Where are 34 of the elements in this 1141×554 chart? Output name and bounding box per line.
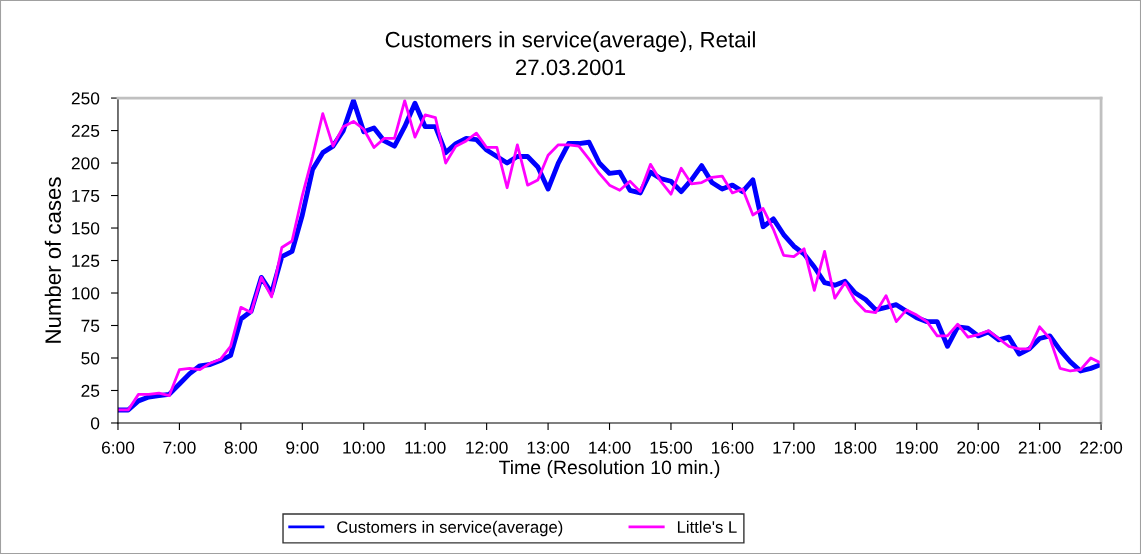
x-tick-label: 22:00 <box>1080 441 1123 454</box>
y-tick-label: 175 <box>72 189 100 202</box>
x-tick-label: 9:00 <box>286 441 319 454</box>
y-tick-label: 100 <box>72 287 100 300</box>
chart-title: Customers in service(average), Retail <box>385 31 755 52</box>
y-tick-label: 225 <box>71 124 100 138</box>
x-tick-label: 16:00 <box>712 441 754 454</box>
y-tick-label: 200 <box>71 157 100 170</box>
x-tick-label: 20:00 <box>957 441 1000 454</box>
legend-label: Customers in service(average) <box>337 520 563 537</box>
x-tick-label: 10:00 <box>343 441 385 454</box>
x-tick-label: 21:00 <box>1018 441 1061 454</box>
y-axis-title: Number of cases <box>44 177 62 343</box>
y-tick-label: 75 <box>81 319 100 332</box>
x-tick-label: 11:00 <box>405 441 446 454</box>
y-tick-label: 150 <box>72 222 100 235</box>
x-tick-label: 15:00 <box>650 441 693 454</box>
chart-subtitle: 27.03.2001 <box>516 59 626 76</box>
y-tick-label: 250 <box>71 92 100 105</box>
x-axis-title: Time (Resolution 10 min.) <box>499 460 720 479</box>
y-tick-label: 25 <box>81 384 100 397</box>
x-tick-label: 6:00 <box>101 441 135 454</box>
y-tick-label: 0 <box>90 417 100 430</box>
x-tick-label: 17:00 <box>773 441 815 454</box>
x-tick-label: 12:00 <box>466 441 508 454</box>
x-tick-label: 13:00 <box>527 441 570 454</box>
x-tick-label: 7:00 <box>163 441 196 454</box>
x-tick-label: 14:00 <box>589 441 631 454</box>
y-tick-label: 50 <box>81 352 100 365</box>
x-tick-label: 18:00 <box>834 441 877 454</box>
x-tick-label: 8:00 <box>224 441 258 454</box>
legend-label: Little's L <box>677 520 737 533</box>
y-tick-label: 125 <box>72 254 100 267</box>
x-tick-label: 19:00 <box>896 441 938 454</box>
